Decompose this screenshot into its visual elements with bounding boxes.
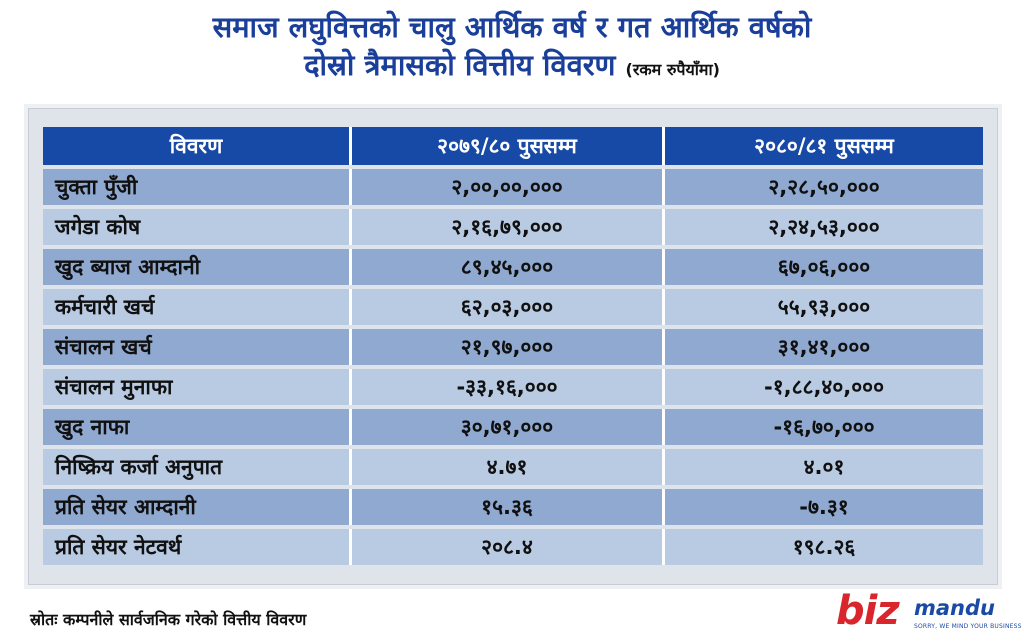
table-row: प्रति सेयर नेटवर्थ २०८.४ १९८.२६ [43, 529, 983, 565]
header-cell: विवरण [43, 127, 352, 165]
row-label: संचालन खर्च [43, 329, 352, 365]
table-frame: विवरण २०७९/८० पुससम्म २०८०/८१ पुससम्म चु… [28, 108, 998, 585]
value-cell: -७.३१ [665, 489, 983, 525]
value-cell: ६२,०३,००० [352, 289, 665, 325]
row-label: कर्मचारी खर्च [43, 289, 352, 325]
value-cell: २१,९७,००० [352, 329, 665, 365]
value-cell: ३०,७१,००० [352, 409, 665, 445]
title-line-2-text: दोस्रो त्रैमासको वित्तीय विवरण [304, 48, 616, 82]
value-cell: ५५,९३,००० [665, 289, 983, 325]
row-label: प्रति सेयर आम्दानी [43, 489, 352, 525]
value-cell: ६७,०६,००० [665, 249, 983, 285]
logo-tagline: SORRY, WE MIND YOUR BUSINESS [914, 623, 1022, 630]
source-note: स्रोतः कम्पनीले सार्वजनिक गरेको वित्तीय … [30, 610, 307, 629]
title-line-1: समाज लघुवित्तको चालु आर्थिक वर्ष र गत आर… [212, 10, 812, 44]
bizmandu-logo: biz mandu SORRY, WE MIND YOUR BUSINESS [836, 588, 1021, 638]
row-label: चुक्ता पुँजी [43, 169, 352, 205]
value-cell: -१६,७०,००० [665, 409, 983, 445]
value-cell: १५.३६ [352, 489, 665, 525]
table-body: चुक्ता पुँजी २,००,००,००० २,२८,५०,००० जगेडा … [43, 169, 983, 565]
row-label: प्रति सेयर नेटवर्थ [43, 529, 352, 565]
value-cell: २,००,००,००० [352, 169, 665, 205]
value-cell: -३३,१६,००० [352, 369, 665, 405]
row-label: जगेडा कोष [43, 209, 352, 245]
header-cell: २०७९/८० पुससम्म [352, 127, 665, 165]
logo-mandu: mandu [914, 596, 995, 620]
table-row: खुद नाफा ३०,७१,००० -१६,७०,००० [43, 409, 983, 445]
table-row: कर्मचारी खर्च ६२,०३,००० ५५,९३,००० [43, 289, 983, 325]
value-cell: ८९,४५,००० [352, 249, 665, 285]
value-cell: १९८.२६ [665, 529, 983, 565]
unit-note: (रकम रुपैयाँमा) [625, 60, 720, 79]
title-line-2: दोस्रो त्रैमासको वित्तीय विवरण (रकम रुपैय… [0, 46, 1024, 89]
logo-biz: biz [836, 588, 900, 634]
table-row: संचालन खर्च २१,९७,००० ३१,४१,००० [43, 329, 983, 365]
row-label: खुद ब्याज आम्दानी [43, 249, 352, 285]
financial-table: विवरण २०७९/८० पुससम्म २०८०/८१ पुससम्म चु… [43, 123, 983, 569]
row-label: खुद नाफा [43, 409, 352, 445]
header-cell: २०८०/८१ पुससम्म [665, 127, 983, 165]
table-row: निष्क्रिय कर्जा अनुपात ४.७१ ४.०१ [43, 449, 983, 485]
table-row: जगेडा कोष २,१६,७९,००० २,२४,५३,००० [43, 209, 983, 245]
table-row: चुक्ता पुँजी २,००,००,००० २,२८,५०,००० [43, 169, 983, 205]
value-cell: ४.०१ [665, 449, 983, 485]
title-block: समाज लघुवित्तको चालु आर्थिक वर्ष र गत आर… [0, 8, 1024, 89]
table-row: खुद ब्याज आम्दानी ८९,४५,००० ६७,०६,००० [43, 249, 983, 285]
table-row: संचालन मुनाफा -३३,१६,००० -१,८८,४०,००० [43, 369, 983, 405]
value-cell: ३१,४१,००० [665, 329, 983, 365]
value-cell: २,२४,५३,००० [665, 209, 983, 245]
value-cell: ४.७१ [352, 449, 665, 485]
row-label: निष्क्रिय कर्जा अनुपात [43, 449, 352, 485]
header-row: विवरण २०७९/८० पुससम्म २०८०/८१ पुससम्म [43, 127, 983, 165]
table-row: प्रति सेयर आम्दानी १५.३६ -७.३१ [43, 489, 983, 525]
value-cell: २,२८,५०,००० [665, 169, 983, 205]
value-cell: २,१६,७९,००० [352, 209, 665, 245]
value-cell: २०८.४ [352, 529, 665, 565]
row-label: संचालन मुनाफा [43, 369, 352, 405]
value-cell: -१,८८,४०,००० [665, 369, 983, 405]
